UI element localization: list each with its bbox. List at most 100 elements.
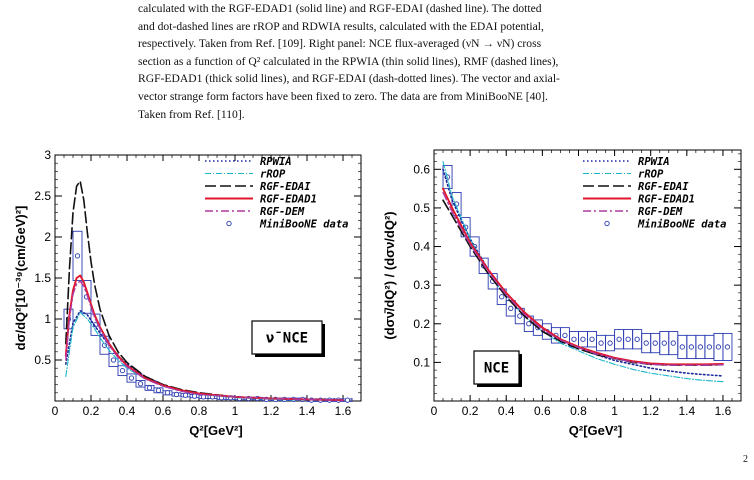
legend-label: RGF-EDAD1 [638,194,695,206]
data-point [589,336,595,342]
data-error-box [72,230,83,281]
x-tick-label: 0.4 [498,404,515,418]
y-tick-label: 0.6 [413,162,430,176]
data-point [173,391,180,398]
y-tick-label: 0.4 [413,240,430,254]
y-tick-label: 2.5 [34,189,51,203]
data-point [715,344,722,350]
legend: RPWIArROPRGF-EDAIRGF-EDAD1RGF-DEMMiniBoo… [583,156,727,231]
caption-line: Taken from Ref. [110]. [138,107,245,121]
label-box-shadow [322,324,325,357]
data-point [101,342,108,348]
x-tick-label: 1.6 [335,404,352,418]
data-point [344,397,351,403]
data-point [499,294,505,300]
data-point [128,375,135,381]
label-box-shadow [519,354,522,387]
x-tick-label: 0.6 [155,404,172,418]
legend-label: rROP [638,169,664,181]
y-tick-label: 0.1 [413,355,430,369]
series-line-rgf-dem [442,191,724,366]
legend: RPWIArROPRGF-EDAIRGF-EDAD1RGF-DEMMiniBoo… [205,156,349,231]
x-tick-label: 0 [431,404,438,418]
data-point [571,336,577,342]
data-point [616,336,622,342]
panel-label: ν̄ NCE [266,331,308,347]
data-point [110,357,117,363]
data-point [688,344,694,350]
y-axis-label: (dσν̄/dQ²) / (dσν/dQ²) [382,211,397,339]
x-tick-label: 1 [232,404,239,418]
data-point [706,344,713,350]
x-tick-label: 0.4 [119,404,136,418]
legend-label: RGF-EDAI [260,181,311,193]
x-tick-label: 0 [52,404,59,418]
x-tick-label: 0.8 [570,404,587,418]
x-tick-label: 1 [611,404,618,418]
legend-label: RGF-EDAD1 [260,194,317,206]
left-plot: 0 0.2 0.4 0.6 0.8 1 1.2 1.4 1.6 0.5 1 1.5 2 2.5 3 Q²[Ge… [13,148,362,438]
data-point [517,313,523,319]
data-error-box [442,164,453,190]
x-tick-label: 1.2 [642,404,659,418]
data-point [119,368,126,374]
legend-label: MiniBooNE data [259,219,349,231]
data-point [670,340,676,346]
figure-caption: calculated with the RGF-EDAD1 (solid lin… [138,0,744,123]
y-tick-label: 3 [44,148,51,162]
y-tick-label: 1.5 [34,271,51,285]
x-tick-label: 1.6 [715,404,732,418]
x-tick-label: 0.2 [83,404,100,418]
data-point [643,340,649,346]
caption-line: vector strange form factors have been fi… [138,89,548,103]
y-tick-label: 0.2 [413,317,430,331]
data-point [164,390,171,396]
page-number: 2 [743,454,748,465]
data-point [146,385,153,391]
legend-label: RGF-DEM [638,206,683,218]
data-point [137,381,144,387]
x-tick-label: 1.2 [263,404,280,418]
x-tick-label: 0.2 [462,404,479,418]
data-point [634,336,640,342]
data-error-box [117,365,128,377]
data-point [508,305,514,311]
data-point [625,336,631,342]
data-point [598,340,604,346]
right-plot: 0 0.2 0.4 0.6 0.8 1 1.2 1.4 1.6 0.1 0.2 0.3 0.4 0.5 0.… [382,149,742,438]
x-tick-label: 0.8 [191,404,208,418]
label-box [251,320,323,355]
x-tick-label: 0.6 [534,404,551,418]
data-point [607,340,613,346]
legend-label: RGF-EDAI [638,181,689,193]
series-line-rgf-edad1 [64,274,344,402]
caption-line: and dot-dashed lines are rROP and RDWIA … [138,19,544,33]
legend-data-marker [226,220,232,227]
series-line-rgf-dem [65,280,344,401]
legend-label: rROP [260,169,286,181]
data-error-box [478,257,489,275]
data-error-box [126,373,137,383]
legend-label: RPWIA [638,156,670,168]
x-axis-label: Q²[GeV²] [189,423,242,438]
data-error-box [722,332,733,361]
x-tick-label: 1.4 [299,404,316,418]
legend-label: MiniBooNE data [637,219,727,231]
data-point [679,344,685,350]
legend-data-marker [604,220,610,227]
y-tick-label: 0.3 [413,278,430,292]
label-box-shadow [477,384,522,387]
caption-line: section as a function of Q² calculated i… [138,54,559,68]
series-line-rpwia [65,309,344,402]
caption-line: calculated with the RGF-EDAD1 (solid lin… [138,2,542,15]
y-tick-label: 0.5 [413,201,430,215]
data-error-box [135,380,146,388]
y-tick-label: 0.5 [34,353,51,367]
caption-line: respectively. Taken from Ref. [109]. Rig… [138,37,542,51]
legend-label: RGF-DEM [260,206,305,218]
legend-label: RPWIA [260,156,292,168]
data-point [697,344,704,350]
data-point [155,387,162,393]
